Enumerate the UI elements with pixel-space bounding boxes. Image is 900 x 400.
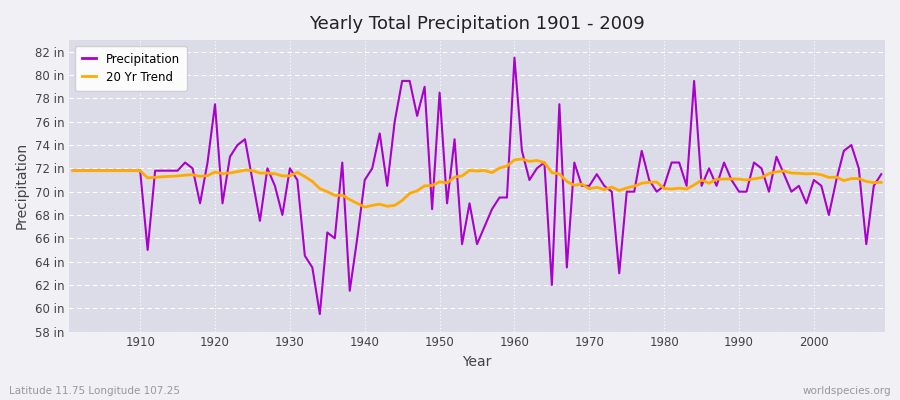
Precipitation [614,271,625,276]
20 Yr Trend [292,170,302,175]
20 Yr Trend [614,188,625,193]
Precipitation [292,178,302,182]
Y-axis label: Precipitation: Precipitation [15,142,29,230]
Precipitation [517,148,527,153]
Precipitation [345,288,356,293]
Line: 20 Yr Trend: 20 Yr Trend [73,159,881,207]
20 Yr Trend [127,168,138,173]
Text: worldspecies.org: worldspecies.org [803,386,891,396]
Precipitation [314,312,325,316]
20 Yr Trend [359,205,370,210]
20 Yr Trend [68,168,78,173]
20 Yr Trend [337,193,347,198]
Precipitation [127,168,138,173]
20 Yr Trend [509,158,520,162]
Line: Precipitation: Precipitation [73,58,881,314]
Precipitation [524,178,535,182]
X-axis label: Year: Year [463,355,491,369]
Text: Latitude 11.75 Longitude 107.25: Latitude 11.75 Longitude 107.25 [9,386,180,396]
20 Yr Trend [524,159,535,164]
Precipitation [68,168,78,173]
Precipitation [876,172,886,176]
Precipitation [509,55,520,60]
20 Yr Trend [517,157,527,162]
Title: Yearly Total Precipitation 1901 - 2009: Yearly Total Precipitation 1901 - 2009 [309,15,645,33]
Legend: Precipitation, 20 Yr Trend: Precipitation, 20 Yr Trend [75,46,187,91]
20 Yr Trend [876,180,886,185]
